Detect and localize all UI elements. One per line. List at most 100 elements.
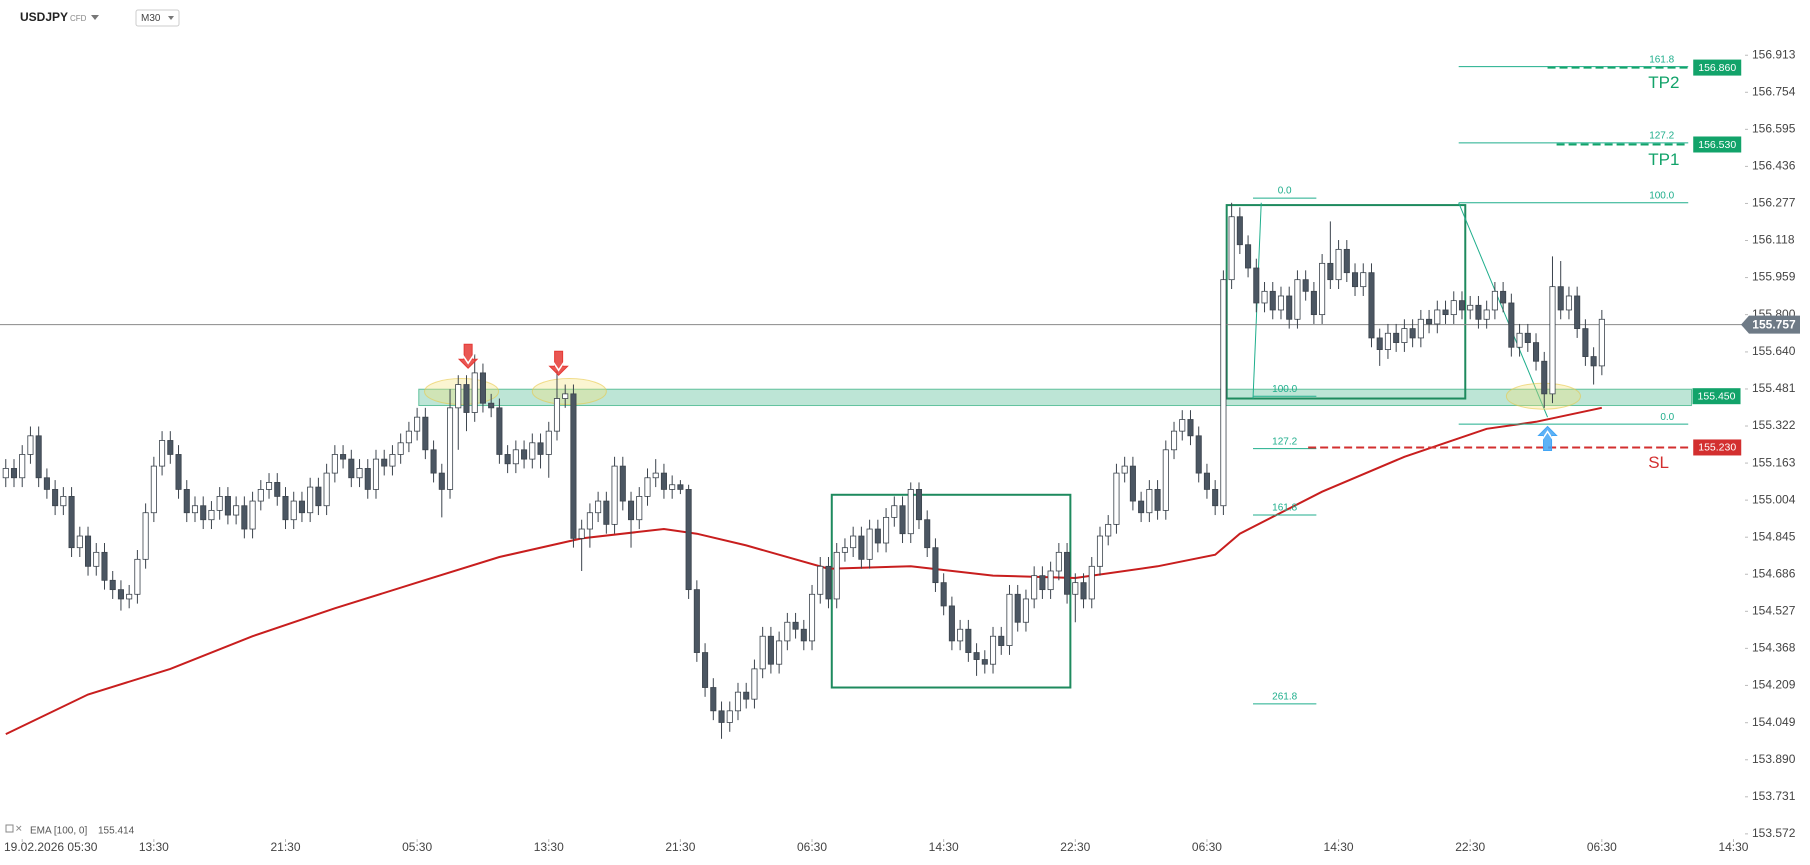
y-tick-label: 156.118 bbox=[1752, 233, 1795, 247]
legend-icon[interactable] bbox=[5, 824, 14, 833]
x-tick-label: 13:30 bbox=[139, 840, 169, 854]
y-tick-label: 153.890 bbox=[1752, 752, 1796, 766]
candle-body bbox=[718, 710, 725, 723]
candle-body bbox=[27, 435, 34, 455]
candle-body bbox=[924, 519, 931, 549]
candle-body bbox=[1598, 318, 1605, 367]
timeframe-box[interactable] bbox=[135, 9, 180, 27]
level-name: TP1 bbox=[1648, 150, 1679, 169]
candle-body bbox=[940, 582, 947, 607]
candle-body bbox=[1072, 582, 1079, 595]
candle-body bbox=[759, 635, 766, 670]
candle-body bbox=[397, 442, 404, 455]
candle-body bbox=[1409, 328, 1416, 339]
x-tick-label: 13:30 bbox=[534, 840, 564, 854]
candle-body bbox=[1154, 489, 1161, 511]
fib-label: 261.8 bbox=[1272, 691, 1297, 702]
candle-body bbox=[101, 551, 108, 581]
candle-body bbox=[1170, 430, 1178, 451]
candle-body bbox=[446, 407, 454, 490]
fib-label: 100.0 bbox=[1649, 190, 1674, 201]
candle-body bbox=[282, 496, 289, 521]
y-tick-label: 154.049 bbox=[1752, 715, 1796, 729]
candle-body bbox=[1220, 279, 1227, 507]
candle-body bbox=[998, 635, 1005, 646]
candle-body bbox=[776, 640, 783, 665]
candle-body bbox=[1401, 328, 1408, 343]
candle-body bbox=[595, 500, 602, 514]
candle-body bbox=[1105, 523, 1112, 537]
y-tick-label: 155.163 bbox=[1752, 455, 1796, 469]
candle-body bbox=[1335, 248, 1342, 281]
candle-body bbox=[52, 489, 59, 507]
y-tick-label: 155.481 bbox=[1752, 381, 1796, 395]
x-tick-label: 22:30 bbox=[1455, 840, 1485, 854]
candle-body bbox=[455, 384, 462, 409]
candle-body bbox=[1467, 304, 1474, 311]
legend-close[interactable]: ✕ bbox=[15, 823, 23, 833]
candle-body bbox=[274, 482, 281, 497]
candle-body bbox=[1039, 575, 1046, 591]
candle-body bbox=[422, 416, 429, 451]
candle-body bbox=[471, 372, 478, 413]
candle-body bbox=[1426, 318, 1433, 325]
y-tick-label: 156.754 bbox=[1752, 84, 1796, 98]
candle-body bbox=[265, 482, 273, 490]
y-tick-label: 156.277 bbox=[1752, 196, 1796, 210]
y-tick-label: 154.686 bbox=[1752, 566, 1796, 580]
candle-body bbox=[1014, 593, 1021, 623]
signal-arrow-inner bbox=[552, 360, 566, 372]
y-tick-label: 156.595 bbox=[1752, 122, 1796, 136]
highlight bbox=[531, 378, 607, 406]
candle-body bbox=[1319, 262, 1326, 316]
candle-body bbox=[93, 551, 100, 567]
x-tick-label: 22:30 bbox=[1060, 840, 1090, 854]
symbol[interactable]: USDJPY bbox=[20, 10, 68, 24]
candle-body bbox=[833, 551, 840, 600]
candle-body bbox=[257, 489, 264, 502]
candle-body bbox=[1442, 309, 1449, 316]
candle-body bbox=[1524, 332, 1531, 343]
candle-body bbox=[405, 430, 412, 444]
candle-body bbox=[932, 547, 939, 584]
candle-body bbox=[1475, 304, 1482, 320]
level-tag bbox=[1693, 136, 1742, 153]
candle-body bbox=[430, 449, 437, 474]
candle-body bbox=[290, 500, 297, 521]
candle-body bbox=[1129, 465, 1136, 502]
last-price-tag bbox=[1741, 315, 1800, 334]
candle-body bbox=[817, 565, 824, 595]
support-zone bbox=[418, 388, 1693, 407]
candle-body bbox=[907, 489, 914, 535]
candle-body bbox=[693, 589, 700, 653]
candle-body bbox=[644, 477, 651, 497]
candle-body bbox=[159, 440, 166, 467]
candle-body bbox=[488, 402, 495, 409]
candle-body bbox=[562, 393, 569, 399]
candle-body bbox=[1360, 272, 1367, 288]
x-tick-label: 14:30 bbox=[929, 840, 959, 854]
x-tick-label: 19.02.2026 05:30 bbox=[4, 840, 98, 854]
candle-body bbox=[1516, 332, 1523, 348]
candle-body bbox=[751, 668, 758, 700]
candle-body bbox=[2, 468, 9, 479]
candle-body bbox=[1294, 279, 1301, 320]
candle-body bbox=[850, 535, 857, 549]
candle-body bbox=[792, 621, 799, 630]
timeframe[interactable]: M30 bbox=[141, 13, 161, 24]
candle-body bbox=[586, 512, 593, 530]
candle-body bbox=[1055, 551, 1062, 572]
candle-body bbox=[175, 454, 182, 490]
candle-body bbox=[965, 628, 972, 653]
candle-body bbox=[1146, 489, 1153, 514]
symbol-caret[interactable] bbox=[91, 15, 99, 20]
candle-body bbox=[1310, 290, 1317, 316]
candle-body bbox=[117, 589, 124, 600]
candle-body bbox=[224, 496, 231, 516]
candle-body bbox=[331, 454, 338, 474]
candle-body bbox=[356, 468, 363, 479]
candle-body bbox=[1113, 472, 1120, 525]
y-tick-label: 154.209 bbox=[1752, 678, 1796, 692]
level-name: SL bbox=[1648, 453, 1669, 472]
